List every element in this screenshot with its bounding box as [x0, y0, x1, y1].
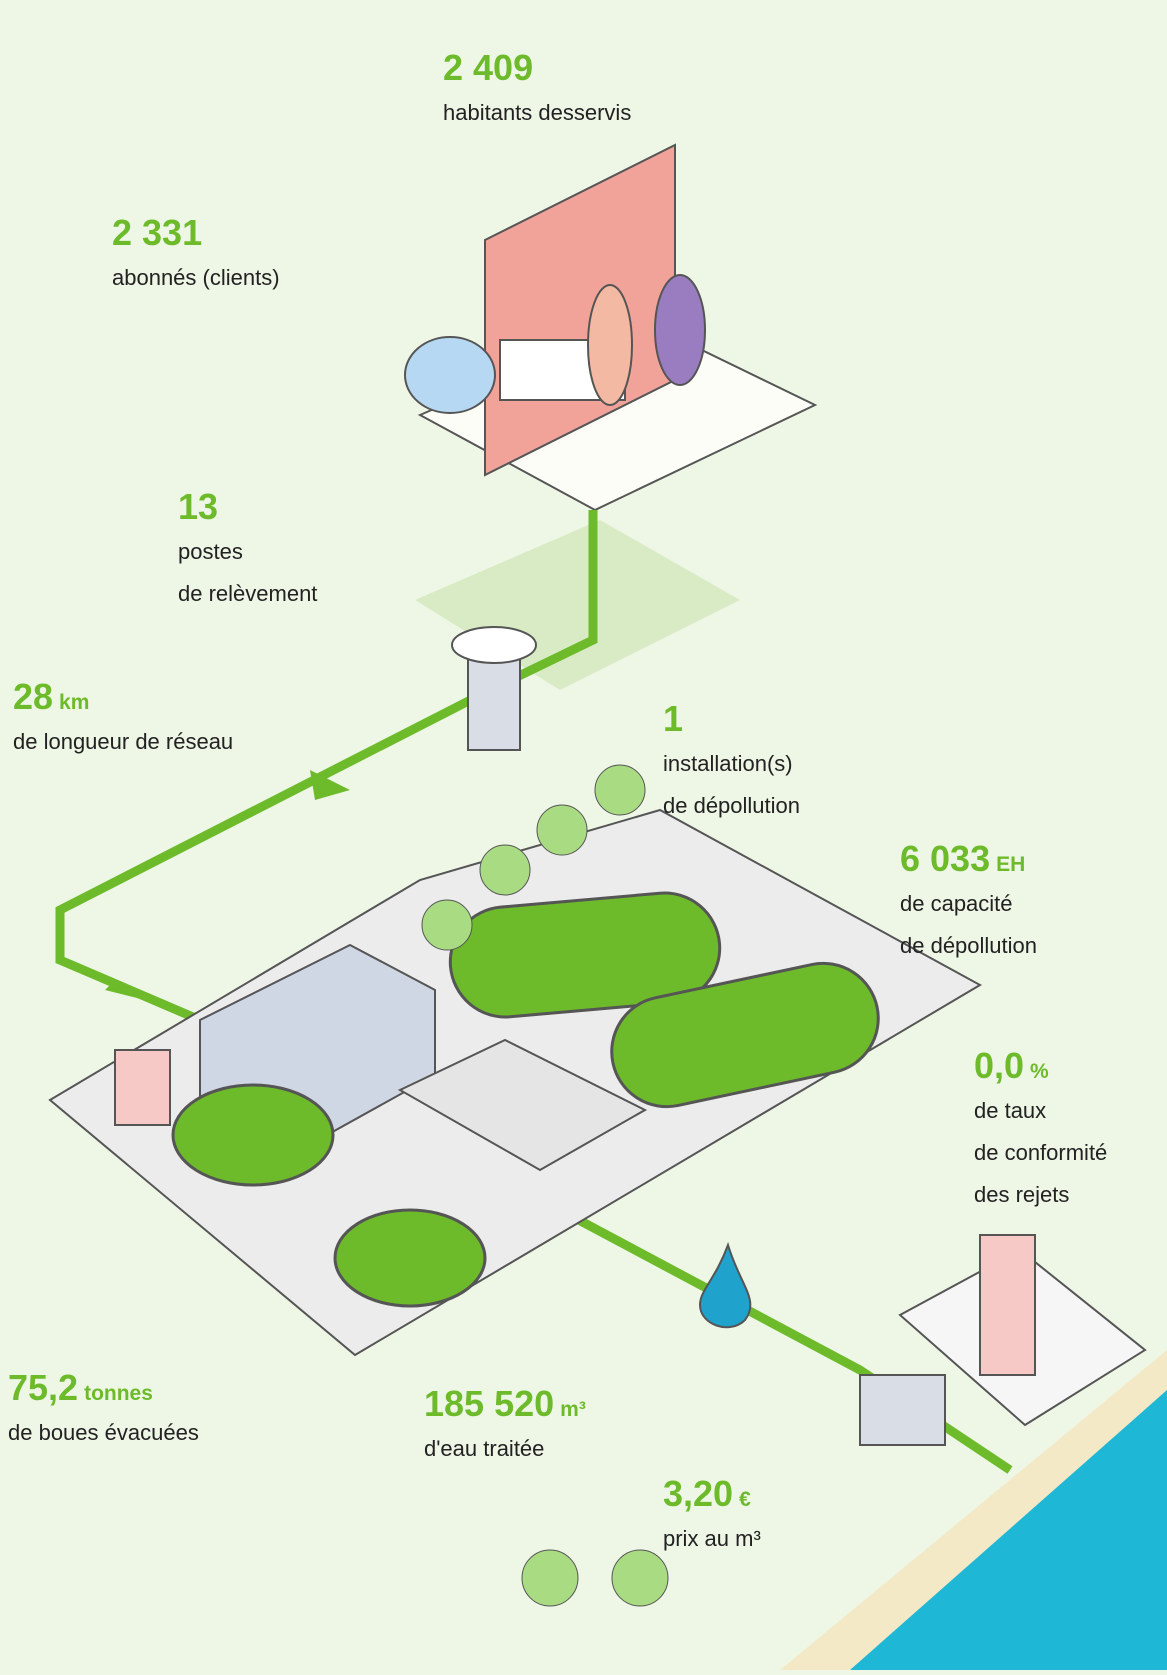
stat-unit: km: [59, 691, 89, 714]
stat-number: 28: [13, 676, 53, 717]
stat-number: 2 409: [443, 47, 533, 88]
stat-description: de dépollution: [663, 793, 800, 818]
stat-number: 2 331: [112, 212, 202, 253]
stat-value: 28 km: [13, 676, 89, 717]
stat-description: abonnés (clients): [112, 265, 280, 290]
stat-unit: m³: [560, 1398, 586, 1421]
clarifier: [171, 1083, 335, 1187]
pipe: [557, 1206, 1013, 1474]
stat-description: de boues évacuées: [8, 1420, 199, 1445]
pipe: [55, 510, 598, 1025]
stat-description: de capacité: [900, 891, 1013, 916]
stat-value: 13: [178, 486, 218, 527]
stat-number: 3,20: [663, 1473, 733, 1514]
stat-description: de longueur de réseau: [13, 729, 233, 754]
stat-description: des rejets: [974, 1182, 1069, 1207]
stat-value: 1: [663, 698, 683, 739]
stat-value: 75,2 tonnes: [8, 1367, 153, 1408]
stat-description: de dépollution: [900, 933, 1037, 958]
stat-description: habitants desservis: [443, 100, 631, 125]
stat-number: 0,0: [974, 1045, 1024, 1086]
pumping-station-lid: [451, 626, 537, 664]
stat-unit: tonnes: [84, 1382, 153, 1405]
person: [587, 284, 633, 406]
water-drop: [698, 1241, 752, 1329]
stat-unit: EH: [996, 853, 1025, 876]
stat-description: postes: [178, 539, 243, 564]
tank: [114, 1049, 171, 1126]
clarifier: [333, 1208, 487, 1308]
tree: [594, 764, 646, 816]
person: [654, 274, 706, 386]
tree: [521, 1549, 579, 1607]
stat-number: 13: [178, 486, 218, 527]
stat-value: 2 331: [112, 212, 202, 253]
tree: [421, 899, 473, 951]
stat-description: de conformité: [974, 1140, 1107, 1165]
stat-description: de taux: [974, 1098, 1046, 1123]
stat-value: 3,20 €: [663, 1473, 751, 1514]
stat-number: 6 033: [900, 838, 990, 879]
stat-description: installation(s): [663, 751, 793, 776]
stat-number: 185 520: [424, 1383, 554, 1424]
stats: 2 409 habitants desservis 2 331 abonnés (cl…: [8, 47, 1107, 1551]
filter: [397, 1038, 648, 1172]
tree: [479, 844, 531, 896]
arrow: [310, 770, 350, 800]
stat-number: 75,2: [8, 1367, 78, 1408]
water: [850, 1390, 1167, 1670]
outlet: [859, 1374, 946, 1446]
stat-value: 6 033 EH: [900, 838, 1025, 879]
microscope: [979, 1234, 1036, 1376]
water-meter: [404, 336, 496, 414]
stat-description: d'eau traitée: [424, 1436, 544, 1461]
stat-unit: %: [1030, 1060, 1049, 1083]
stat-value: 0,0%: [974, 1045, 1049, 1086]
stat-unit: €: [739, 1488, 751, 1511]
stat-description: prix au m³: [663, 1526, 761, 1551]
stat-value: 2 409: [443, 47, 533, 88]
arrow: [105, 980, 145, 1000]
stat-number: 1: [663, 698, 683, 739]
basin: [448, 891, 722, 1019]
stat-description: de relèvement: [178, 581, 317, 606]
tree: [611, 1549, 669, 1607]
tree: [536, 804, 588, 856]
stat-value: 185 520 m³: [424, 1383, 586, 1424]
basin: [610, 961, 880, 1109]
